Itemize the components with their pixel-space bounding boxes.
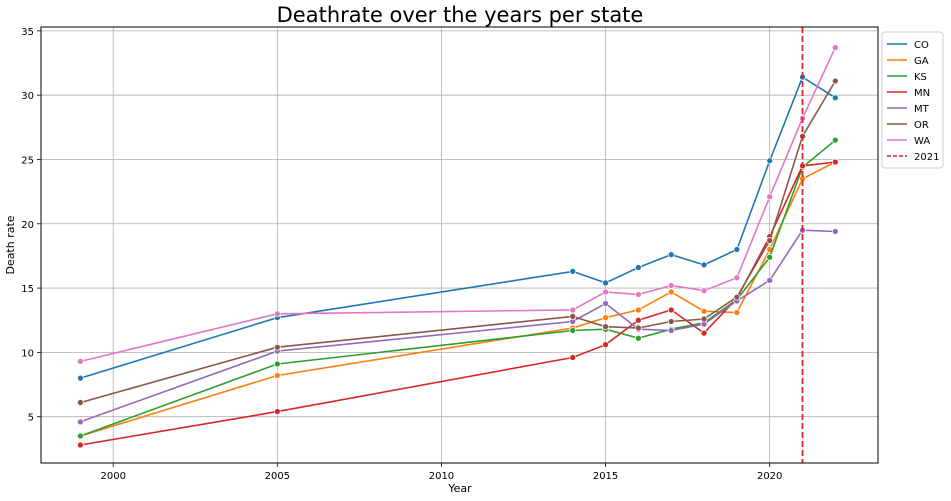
data-point-mn <box>602 341 609 349</box>
y-tick-label: 10 <box>21 348 34 359</box>
data-point-wa <box>77 358 84 365</box>
legend-label-2021: 2021 <box>914 152 939 163</box>
data-point-co <box>569 268 577 275</box>
y-tick-label: 20 <box>21 220 34 231</box>
data-point-ga <box>273 372 281 379</box>
y-axis-label: Death rate <box>4 215 17 274</box>
legend-label-ks: KS <box>914 72 927 83</box>
data-point-ks <box>77 432 84 440</box>
x-tick-label: 2000 <box>100 471 125 482</box>
chart-title: Deathrate over the years per state <box>277 3 644 27</box>
legend-label-ga: GA <box>914 56 929 67</box>
data-point-ga <box>635 306 642 314</box>
data-point-wa <box>831 44 839 51</box>
data-point-wa <box>700 287 708 295</box>
data-point-or <box>831 77 839 85</box>
data-point-mt <box>77 418 84 426</box>
legend-label-wa: WA <box>914 136 930 147</box>
data-point-mn <box>700 329 708 337</box>
data-point-or <box>77 399 84 406</box>
data-point-co <box>766 157 774 165</box>
legend-label-mn: MN <box>914 88 930 99</box>
data-point-ga <box>667 288 675 296</box>
legend-label-or: OR <box>914 120 929 131</box>
x-tick-label: 2010 <box>429 471 454 482</box>
data-point-wa <box>766 193 774 201</box>
data-point-wa <box>733 274 741 282</box>
data-point-or <box>766 237 774 244</box>
data-point-wa <box>569 306 577 314</box>
data-point-co <box>667 251 675 258</box>
data-point-or <box>733 293 741 301</box>
data-point-co <box>602 279 609 287</box>
data-point-ks <box>569 327 577 334</box>
legend-label-mt: MT <box>914 104 930 115</box>
data-point-or <box>700 315 708 323</box>
data-point-mn <box>273 408 281 415</box>
y-tick-label: 30 <box>21 91 34 102</box>
data-point-mt <box>667 327 675 334</box>
x-tick-label: 2020 <box>757 471 782 482</box>
data-point-ks <box>831 136 839 144</box>
data-point-ks <box>766 253 774 261</box>
x-tick-label: 2005 <box>265 471 290 482</box>
x-tick-label: 2015 <box>593 471 618 482</box>
data-point-co <box>700 261 708 269</box>
data-point-wa <box>635 291 642 298</box>
data-point-mt <box>766 277 774 284</box>
y-tick-label: 25 <box>21 155 34 166</box>
data-point-or <box>273 343 281 351</box>
data-point-wa <box>667 282 675 289</box>
data-point-ga <box>602 314 609 322</box>
data-point-mn <box>831 158 839 166</box>
series-line-mn <box>80 161 836 446</box>
data-point-mn <box>77 441 84 449</box>
x-ticks: 2000 2005 2010 2015 2020 <box>100 463 782 482</box>
data-point-wa <box>602 288 609 296</box>
data-point-ks <box>273 360 281 368</box>
data-point-ks <box>635 334 642 342</box>
data-point-mn <box>569 354 577 361</box>
series-lines <box>77 44 839 449</box>
series-line-or <box>80 80 836 404</box>
y-tick-label: 5 <box>28 413 34 424</box>
series-line-mt <box>80 229 836 423</box>
y-tick-label: 35 <box>21 27 34 38</box>
y-tick-label: 15 <box>21 284 34 295</box>
data-point-co <box>77 374 84 382</box>
data-point-or <box>569 313 577 320</box>
legend-label-co: CO <box>914 40 929 51</box>
x-axis-label: Year <box>447 482 472 495</box>
data-point-mn <box>667 306 675 314</box>
data-point-co <box>733 246 741 253</box>
data-point-wa <box>273 310 281 318</box>
data-point-mn <box>635 316 642 324</box>
data-point-ga <box>700 307 708 315</box>
data-point-or <box>602 323 609 331</box>
legend: CO GA KS MN MT OR WA 2021 <box>881 31 944 169</box>
data-point-co <box>831 94 839 102</box>
data-point-mt <box>831 228 839 235</box>
data-point-or <box>667 318 675 325</box>
data-point-mt <box>602 300 609 307</box>
plot-frame <box>40 26 879 464</box>
data-point-ga <box>733 309 741 316</box>
legend-box <box>881 31 944 169</box>
data-point-co <box>635 264 642 271</box>
data-point-or <box>635 324 642 332</box>
grid <box>41 27 878 463</box>
y-ticks: 5 10 15 20 25 30 35 <box>21 27 41 424</box>
